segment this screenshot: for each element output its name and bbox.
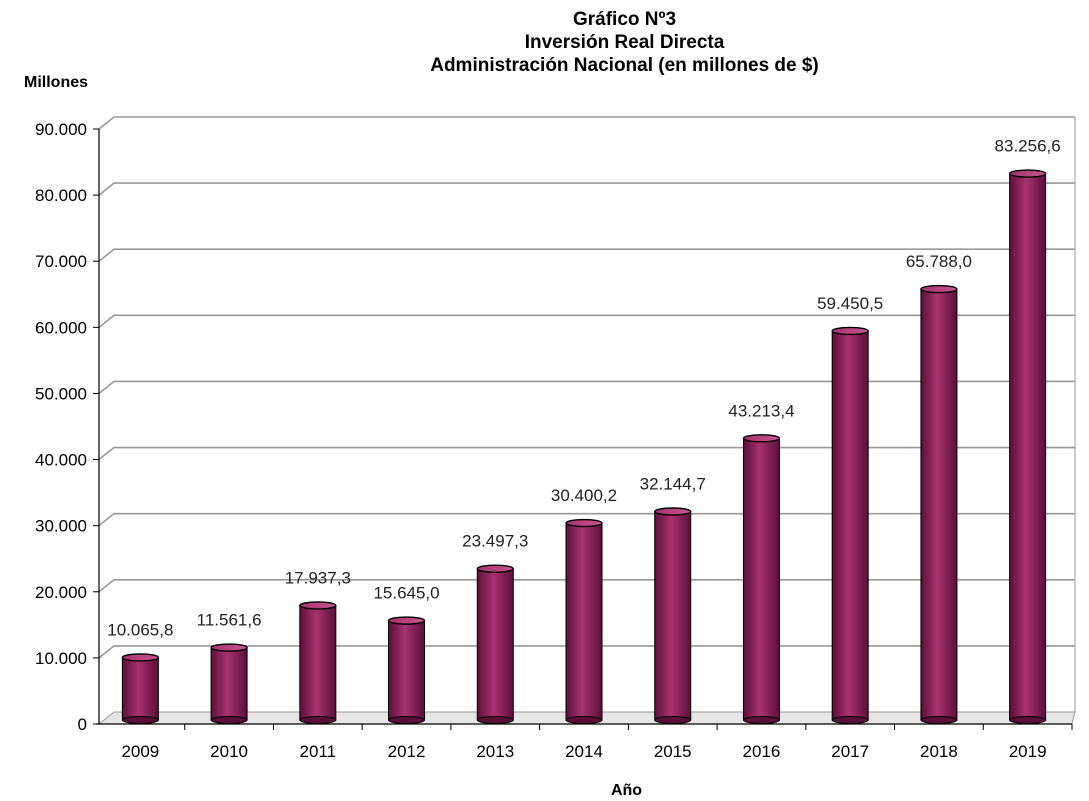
y-tick-label: 30.000 xyxy=(35,517,87,536)
y-tick-label: 40.000 xyxy=(35,451,87,470)
x-tick-label-2017: 2017 xyxy=(831,742,869,761)
data-label-2014: 30.400,2 xyxy=(551,486,617,505)
bar-base-2018 xyxy=(920,716,958,724)
bar-base-2013 xyxy=(476,716,514,724)
bar-cap-2009 xyxy=(121,653,160,662)
y-tick-label: 80.000 xyxy=(35,186,87,205)
y-axis-label: Millones xyxy=(24,74,89,91)
x-tick-label-2011: 2011 xyxy=(300,742,337,761)
y-tick-label: 50.000 xyxy=(35,384,87,403)
bar-2018 xyxy=(920,288,958,721)
x-axis-label: Año xyxy=(610,782,643,799)
x-tick-label-2014: 2014 xyxy=(565,742,603,761)
bar-2011 xyxy=(299,604,337,721)
data-label-2012: 15.645,0 xyxy=(373,584,439,603)
bar-base-2016 xyxy=(742,716,780,724)
data-label-2011: 17.937,3 xyxy=(285,568,351,587)
bar-2009 xyxy=(121,656,159,721)
bar-cap-2019 xyxy=(1008,169,1047,178)
y-tick-label: 0 xyxy=(78,715,87,734)
bar-base-2011 xyxy=(299,716,337,724)
bar-cap-2014 xyxy=(565,518,603,528)
x-tick-label-2018: 2018 xyxy=(920,742,958,761)
bar-base-2017 xyxy=(831,716,869,724)
bar-cap-2016 xyxy=(742,434,781,443)
gridline xyxy=(98,116,1075,130)
x-tick-label-2010: 2010 xyxy=(210,742,248,761)
gridline xyxy=(98,248,1075,262)
bar-2013 xyxy=(476,568,514,721)
x-tick-label-2019: 2019 xyxy=(1009,742,1047,761)
data-label-2015: 32.144,7 xyxy=(640,474,706,493)
bar-cap-2011 xyxy=(299,601,337,610)
gridline xyxy=(98,314,1075,328)
bar-2012 xyxy=(388,620,426,721)
gridline xyxy=(98,380,1075,395)
data-label-2017: 59.450,5 xyxy=(817,294,883,313)
bar-base-2019 xyxy=(1009,716,1047,724)
bar-base-2010 xyxy=(210,716,248,724)
y-tick-label: 90.000 xyxy=(35,120,87,139)
bar-2010 xyxy=(210,647,248,721)
bar-2015 xyxy=(654,510,692,721)
x-tick-label-2009: 2009 xyxy=(121,742,159,761)
bar-cap-2017 xyxy=(831,326,869,336)
data-label-2016: 43.213,4 xyxy=(728,401,794,420)
x-tick-label-2016: 2016 xyxy=(743,742,781,761)
gridline xyxy=(98,182,1075,196)
bar-base-2012 xyxy=(388,716,426,724)
x-tick-label-2012: 2012 xyxy=(388,742,426,761)
data-labels: 10.065,8 11.561,6 17.937,3 15.645,0 23.497,3… xyxy=(107,137,1060,640)
bar-cap-2015 xyxy=(654,507,692,516)
bar-cap-2012 xyxy=(387,616,426,625)
bars xyxy=(121,169,1047,724)
bar-2019 xyxy=(1009,173,1047,721)
data-label-2010: 11.561,6 xyxy=(197,611,262,630)
y-tick-label: 20.000 xyxy=(35,583,87,602)
data-label-2018: 65.788,0 xyxy=(906,252,972,271)
bar-cap-2010 xyxy=(210,643,248,652)
y-tick-label: 60.000 xyxy=(35,318,87,337)
data-label-2013: 23.497,3 xyxy=(462,532,528,551)
x-tick-label-2015: 2015 xyxy=(654,742,692,761)
y-tick-label: 10.000 xyxy=(35,649,87,668)
bar-base-2015 xyxy=(654,716,692,724)
y-tick-label: 70.000 xyxy=(35,252,87,271)
data-label-2009: 10.065,8 xyxy=(107,620,173,639)
data-label-2019: 83.256,6 xyxy=(995,137,1061,156)
bar-2016 xyxy=(742,437,780,721)
bar-2017 xyxy=(831,330,869,721)
bar-2014 xyxy=(565,522,603,721)
x-tick-label-2013: 2013 xyxy=(476,742,514,761)
axes: 0 10.000 20.000 30.000 40.000 50.000 60.000 70.… xyxy=(35,120,1073,761)
bar-base-2014 xyxy=(565,716,603,724)
bar-base-2009 xyxy=(121,716,159,724)
bar-cap-2018 xyxy=(920,284,958,294)
bar-cap-2013 xyxy=(476,564,514,573)
